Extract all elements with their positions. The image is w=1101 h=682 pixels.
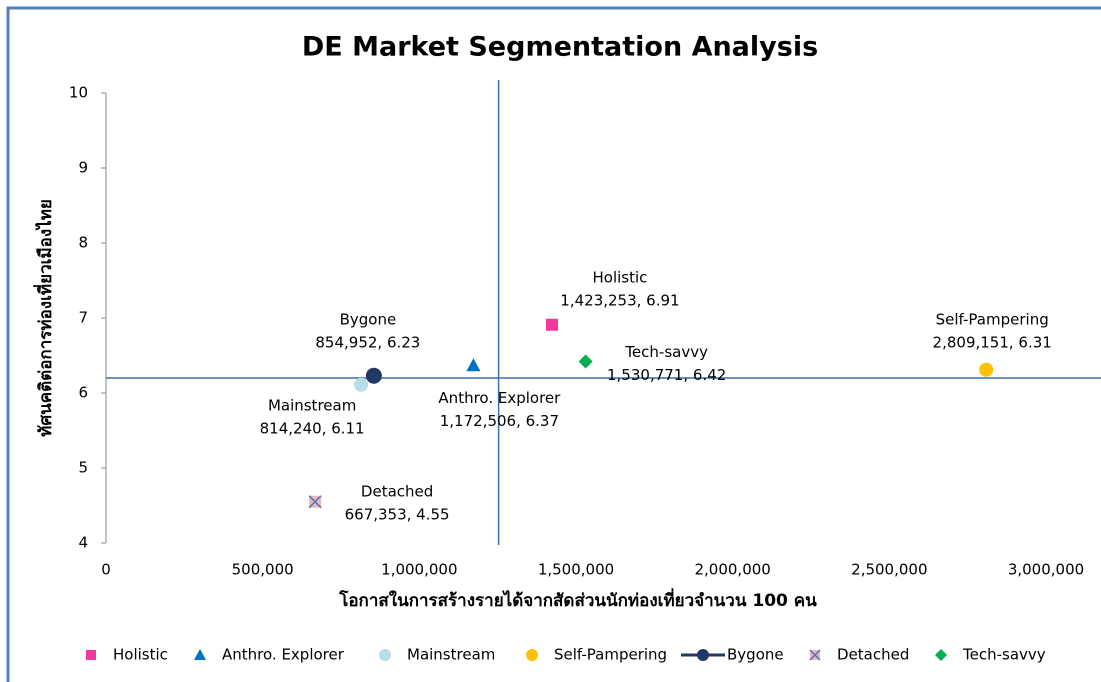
marker [365, 367, 382, 384]
marker-diamond [935, 649, 947, 661]
y-tick-label: 10 [69, 84, 88, 102]
marker-circle [354, 377, 369, 392]
data-label: 1,423,253, 6.91 [560, 291, 679, 309]
marker-x [308, 495, 322, 509]
marker [545, 318, 558, 331]
legend-label: Anthro. Explorer [222, 646, 345, 664]
chart-title: DE Market Segmentation Analysis [302, 32, 818, 63]
x-tick-label: 2,500,000 [851, 561, 927, 579]
y-tick-label: 9 [78, 159, 88, 177]
y-tick-label: 5 [78, 459, 88, 477]
marker-square [86, 650, 96, 660]
data-label: 1,530,771, 6.42 [607, 366, 726, 384]
marker [979, 362, 994, 377]
data-label-name: Holistic [592, 268, 647, 286]
x-tick-label: 1,500,000 [538, 561, 614, 579]
legend-label: Holistic [113, 646, 168, 664]
chart-frame [6, 6, 1101, 682]
marker-circle [365, 367, 382, 384]
legend-label: Self-Pampering [554, 646, 667, 664]
marker-square [545, 318, 558, 331]
marker [466, 358, 481, 372]
marker-circle [526, 649, 538, 661]
marker [379, 649, 391, 661]
x-tick-label: 3,000,000 [1008, 561, 1084, 579]
data-label: 1,172,506, 6.37 [440, 412, 559, 430]
marker [86, 650, 96, 660]
marker [526, 649, 538, 661]
marker-diamond [578, 354, 593, 369]
marker [354, 377, 369, 392]
data-label-name: Tech-savvy [624, 343, 708, 361]
y-tick-label: 8 [78, 234, 88, 252]
x-tick-label: 500,000 [232, 561, 294, 579]
data-label: 814,240, 6.11 [260, 419, 365, 437]
data-label: 667,353, 4.55 [345, 505, 450, 523]
marker [194, 649, 206, 660]
marker-circle [379, 649, 391, 661]
y-tick-label: 6 [78, 384, 88, 402]
marker [681, 649, 725, 661]
data-label-name: Anthro. Explorer [438, 389, 561, 407]
data-label: 2,809,151, 6.31 [933, 333, 1052, 351]
marker-triangle [466, 358, 481, 372]
data-label-name: Bygone [340, 310, 397, 328]
legend-label: Mainstream [407, 646, 495, 664]
marker [308, 495, 322, 509]
marker-x [809, 649, 821, 661]
legend-label: Tech-savvy [962, 646, 1046, 664]
x-tick-label: 1,000,000 [381, 561, 457, 579]
x-axis-title: โอกาสในการสร้างรายได้จากสัดส่วนนักท่องเท… [338, 588, 817, 611]
x-tick-label: 2,000,000 [694, 561, 770, 579]
marker [578, 354, 593, 369]
x-tick-label: 0 [101, 561, 111, 579]
data-label-name: Detached [361, 482, 433, 500]
data-label-name: Mainstream [268, 396, 356, 414]
data-label-name: Self-Pampering [936, 310, 1049, 328]
legend-label: Bygone [727, 646, 784, 664]
legend-label: Detached [837, 646, 909, 664]
marker-circle [979, 362, 994, 377]
marker [809, 649, 821, 661]
data-label: 854,952, 6.23 [315, 333, 420, 351]
y-axis-title: ทัศนคติต่อการท่องเที่ยวเมืองไทย [33, 199, 56, 437]
y-tick-label: 4 [78, 534, 88, 552]
marker-circle [697, 649, 709, 661]
marker [935, 649, 947, 661]
y-tick-label: 7 [78, 309, 88, 327]
marker-triangle [194, 649, 206, 660]
